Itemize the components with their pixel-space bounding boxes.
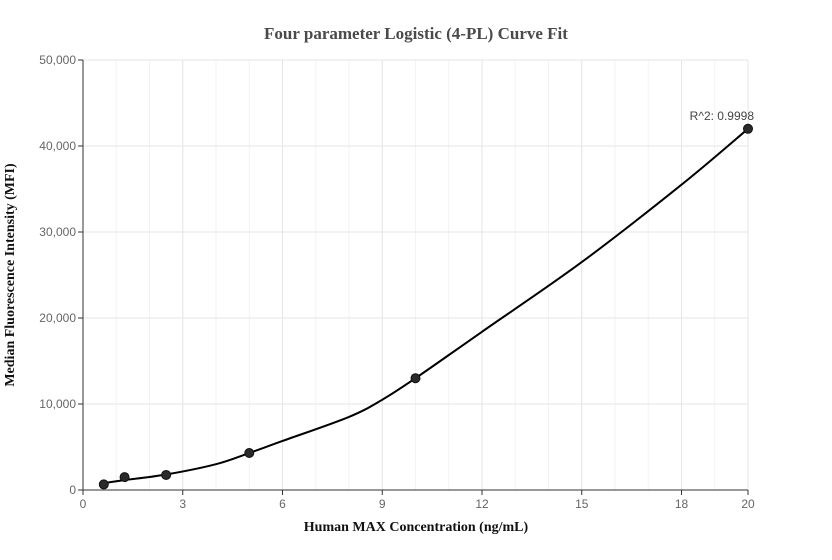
y-axis-title: Median Fluorescence Intensity (MFI)	[3, 163, 18, 387]
x-tick-label: 0	[80, 497, 87, 511]
x-tick-label: 18	[675, 497, 689, 511]
data-points	[98, 123, 753, 490]
data-point	[161, 469, 172, 480]
r-squared-annotation: R^2: 0.9998	[690, 109, 755, 123]
x-tick-label: 20	[741, 497, 755, 511]
y-tick-label: 10,000	[39, 397, 76, 411]
y-axis-ticks: 0 10,000 20,000 30,000 40,000 50,000	[39, 53, 83, 497]
x-axis-ticks: 0 3 6 9 12 15 18 20	[80, 490, 755, 511]
chart-title: Four parameter Logistic (4-PL) Curve Fit	[264, 24, 568, 43]
x-tick-label: 9	[379, 497, 386, 511]
data-point	[119, 472, 130, 483]
grid	[82, 59, 749, 491]
y-tick-label: 50,000	[39, 53, 76, 67]
y-tick-label: 40,000	[39, 139, 76, 153]
y-tick-label: 0	[69, 483, 76, 497]
y-tick-label: 30,000	[39, 225, 76, 239]
data-point	[244, 448, 255, 459]
x-tick-label: 6	[279, 497, 286, 511]
data-point	[98, 479, 109, 490]
x-axis-title: Human MAX Concentration (ng/mL)	[304, 520, 529, 535]
x-tick-label: 15	[575, 497, 589, 511]
data-point	[743, 123, 753, 134]
axes	[82, 60, 748, 491]
data-point	[410, 373, 421, 384]
y-tick-label: 20,000	[39, 311, 76, 325]
x-tick-label: 12	[475, 497, 489, 511]
fit-curve	[103, 128, 749, 485]
x-tick-label: 3	[179, 497, 186, 511]
